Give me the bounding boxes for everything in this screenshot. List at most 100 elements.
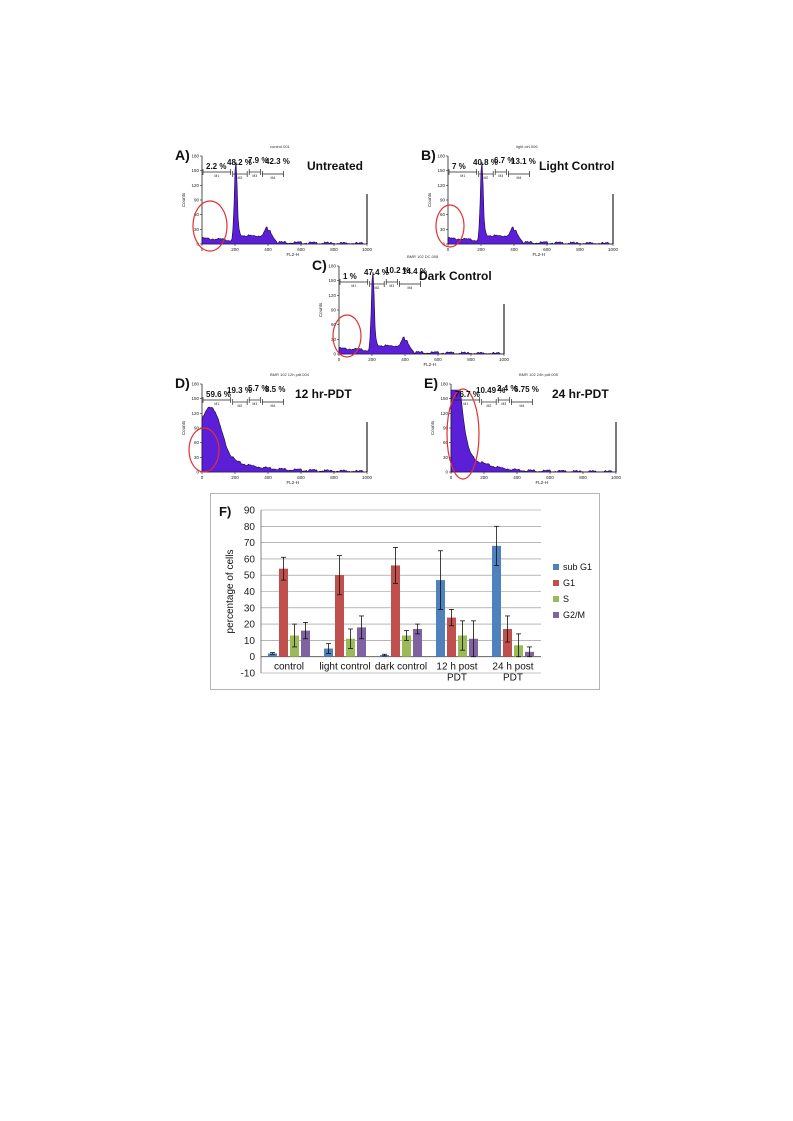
x-tick-label: 800	[330, 475, 338, 480]
gate-label: M2	[238, 176, 243, 180]
gate-label: M4	[517, 176, 522, 180]
x-axis-label: FL2-H	[286, 252, 299, 257]
x-tick-label: dark control	[375, 662, 427, 673]
y-tick-label: 0	[196, 470, 199, 475]
gate-percentage: 14.4 %	[402, 267, 427, 276]
legend-swatch	[553, 612, 559, 618]
y-tick-label: 150	[191, 168, 199, 173]
y-tick-label: 90	[440, 198, 446, 203]
condition-label: Dark Control	[419, 269, 492, 283]
y-tick-label: 60	[443, 440, 449, 445]
flow-histogram: 0 200 400 600 800 1000 0 30 60 90 120 150 180 FL2-H Co…	[430, 382, 622, 486]
y-tick-label: 50	[244, 571, 256, 582]
bar	[357, 627, 366, 657]
gate-label: M1	[214, 402, 219, 406]
gate-label: M4	[408, 286, 413, 290]
gate-percentage: 10.49 %	[476, 386, 506, 395]
bar	[436, 580, 445, 657]
gate-percentage: 13.1 %	[511, 157, 536, 166]
legend-swatch	[553, 596, 559, 602]
y-tick-label: 60	[440, 212, 446, 217]
y-tick-label: 60	[244, 554, 256, 565]
y-tick-label: 150	[437, 168, 445, 173]
x-axis-label: FL2-H	[423, 362, 436, 367]
x-tick-label: 0	[447, 247, 450, 252]
x-tick-label: 400	[264, 247, 272, 252]
gate-percentage: 7 %	[452, 162, 466, 171]
file-title: control.001	[270, 144, 290, 149]
y-tick-label: 180	[191, 382, 199, 387]
gate-percentage: 10.2 %	[385, 266, 410, 275]
gate-percentage: 7.9 %	[248, 156, 269, 165]
x-axis-label: FL2-H	[286, 480, 299, 485]
file-title: BMR 102 12h pdt.004	[270, 372, 309, 377]
gate-percentage: 5.7 %	[248, 384, 269, 393]
gate-percentage: 6.75 %	[514, 385, 539, 394]
y-tick-label: 60	[194, 440, 200, 445]
y-tick-label: 90	[194, 198, 200, 203]
bar	[413, 628, 422, 657]
error-bar	[449, 609, 454, 627]
y-tick-label: 0	[249, 652, 255, 663]
error-bar	[281, 556, 286, 581]
x-tick-label: 800	[579, 475, 587, 480]
x-tick-label: 600	[297, 247, 305, 252]
y-tick-label: 80	[244, 522, 256, 533]
error-bar	[471, 620, 476, 658]
error-bar	[438, 550, 443, 610]
bar	[447, 617, 456, 657]
y-tick-label: 180	[328, 264, 336, 269]
condition-label: Untreated	[307, 159, 364, 173]
y-tick-label: 60	[194, 212, 200, 217]
panel-label: A)	[175, 147, 190, 163]
y-axis-label: Counts	[318, 302, 323, 317]
gate-label: M1	[214, 174, 219, 178]
x-axis-label: FL2-H	[532, 252, 545, 257]
gate-percentage: 48.2 %	[227, 158, 252, 167]
error-bar	[382, 653, 387, 657]
x-tick-label: 1000	[362, 247, 373, 252]
sub-g1-highlight-circle	[332, 314, 362, 358]
gate-label: M3	[252, 402, 257, 406]
x-tick-label: 400	[401, 357, 409, 362]
y-tick-label: 20	[244, 620, 256, 631]
error-bar	[404, 630, 409, 641]
error-bar	[393, 547, 398, 584]
x-tick-label: 400	[510, 247, 518, 252]
y-axis-label: Counts	[430, 420, 435, 435]
sub-g1-highlight-circle	[192, 200, 228, 252]
flow-histogram-panel: B) Light Control light ctrl.006 0 200 400 600 8…	[421, 144, 619, 257]
sub-g1-highlight-circle	[435, 204, 465, 248]
gate-label: M4	[520, 404, 525, 408]
error-bar	[270, 652, 275, 655]
y-tick-label: 30	[440, 227, 446, 232]
histogram-area	[338, 271, 505, 355]
x-tick-label: 200	[231, 247, 239, 252]
file-title: light ctrl.006	[516, 144, 538, 149]
error-bar	[303, 622, 308, 640]
x-tick-label: 600	[546, 475, 554, 480]
histogram-area	[201, 406, 368, 473]
x-tick-label: PDT	[447, 673, 467, 684]
bar	[268, 653, 277, 657]
gate-percentage: 59.6 %	[206, 390, 231, 399]
sub-g1-highlight-circle	[188, 427, 220, 473]
x-tick-label: 0	[201, 475, 204, 480]
x-tick-label: 800	[467, 357, 475, 362]
gate-percentage: 42.3 %	[265, 157, 290, 166]
flow-histogram-panel: E) 24 hr-PDT BMR 102 24h pdt.005 0 200 400 600…	[424, 372, 622, 486]
cell-cycle-bar-chart-panel: F) 90 80 70 60 50 40 30 20 10 0 -10 percentage of ce…	[210, 493, 600, 690]
bar	[335, 575, 344, 657]
x-tick-label: 400	[513, 475, 521, 480]
panel-label: E)	[424, 375, 438, 391]
error-bar	[326, 643, 331, 654]
condition-label: 12 hr-PDT	[295, 387, 352, 401]
y-tick-label: 120	[191, 183, 199, 188]
x-tick-label: control	[274, 662, 304, 673]
gate-percentage: 1 %	[343, 272, 357, 281]
error-bar	[505, 615, 510, 643]
y-tick-label: 120	[437, 183, 445, 188]
flow-histogram: 0 200 400 600 800 1000 0 30 60 90 120 150 180 FL2-H Co…	[181, 382, 373, 486]
gate-percentage: 19.3 %	[227, 386, 252, 395]
x-tick-label: 0	[201, 247, 204, 252]
